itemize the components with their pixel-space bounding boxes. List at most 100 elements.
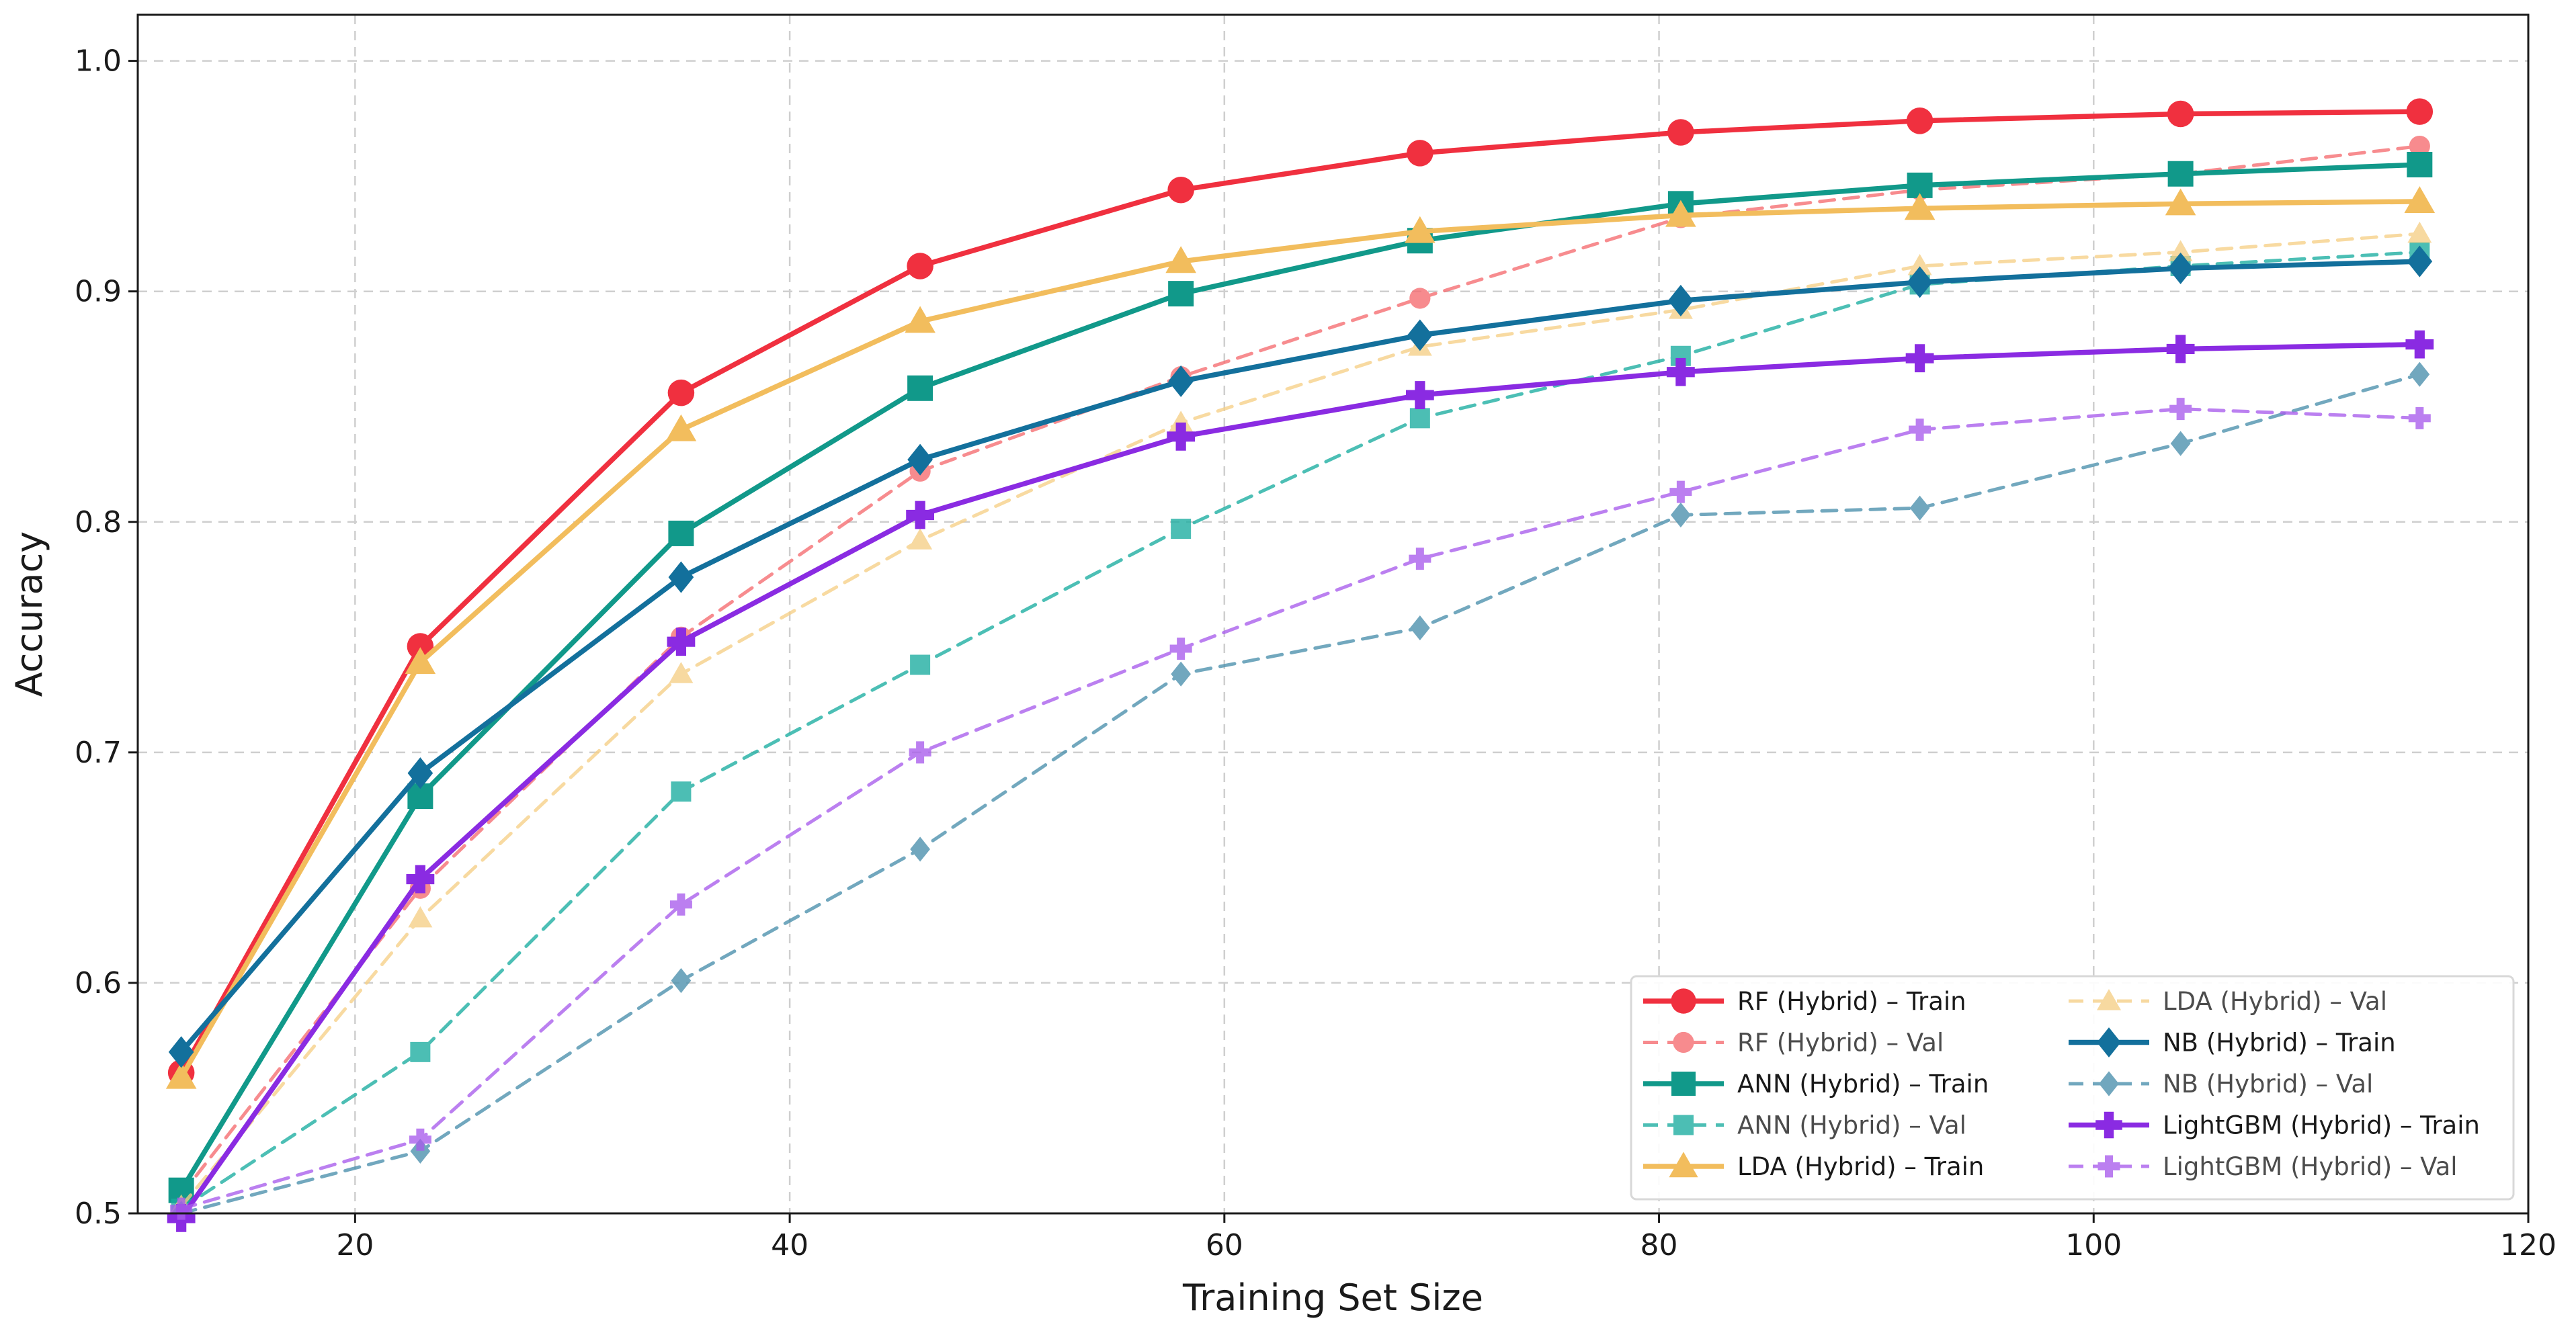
data-point [671, 781, 692, 802]
legend-marker [1673, 1115, 1694, 1135]
legend-marker [1671, 1072, 1696, 1096]
legend-entry: LightGBM (Hybrid) – Train [2069, 1111, 2480, 1140]
data-point [1168, 281, 1194, 307]
legend-label: NB (Hybrid) – Train [2163, 1029, 2396, 1058]
data-point [2408, 406, 2431, 429]
data-point [2165, 188, 2196, 216]
legend-marker [2095, 1111, 2122, 1139]
data-point [406, 865, 435, 894]
data-point [1171, 519, 1192, 540]
data-point [2407, 221, 2432, 243]
legend-marker [1671, 988, 1696, 1014]
x-tick-label: 40 [771, 1228, 808, 1262]
y-tick-label: 0.9 [75, 275, 122, 309]
data-point [908, 528, 933, 550]
legend-entry: NB (Hybrid) – Train [2069, 1027, 2396, 1058]
y-tick-label: 0.6 [75, 966, 122, 1000]
data-point [1906, 107, 1934, 134]
data-point [907, 375, 933, 401]
data-point [1169, 637, 1192, 660]
x-tick-label: 20 [336, 1228, 374, 1262]
data-point [2405, 330, 2434, 359]
data-point [1165, 246, 1196, 273]
data-point [2168, 240, 2193, 261]
data-point [1405, 216, 1436, 243]
legend-marker [2097, 989, 2121, 1010]
data-point [1171, 661, 1192, 687]
data-point [2409, 135, 2430, 157]
data-point [1907, 253, 1932, 275]
x-axis-title: Training Set Size [1182, 1277, 1483, 1319]
data-point [2169, 398, 2192, 421]
series-line [178, 341, 2423, 1221]
data-point [408, 906, 433, 928]
data-point [1409, 288, 1431, 309]
data-point [1409, 615, 1430, 641]
data-point [410, 1138, 431, 1164]
y-tick-label: 0.7 [75, 736, 122, 770]
x-tick-label: 100 [2065, 1228, 2122, 1262]
legend-marker [2099, 1071, 2119, 1096]
series-line [179, 407, 2421, 1211]
legend-label: ANN (Hybrid) – Train [1737, 1070, 1989, 1098]
y-tick-label: 0.5 [75, 1197, 122, 1231]
plot-frame [136, 13, 2530, 1215]
data-point [668, 520, 694, 546]
series-line [178, 109, 2423, 1076]
series-9 [170, 398, 2431, 1220]
data-point [667, 628, 696, 656]
data-point [2406, 98, 2434, 125]
legend-marker [2097, 1155, 2120, 1178]
series-2 [168, 152, 2433, 1203]
data-point [1905, 344, 1934, 373]
legend-entry: LDA (Hybrid) – Val [2069, 987, 2387, 1016]
data-point [2167, 100, 2194, 128]
data-point [1667, 119, 1694, 146]
legend-entry: RF (Hybrid) – Train [1643, 987, 1966, 1016]
x-tick-label: 80 [1640, 1228, 1678, 1262]
data-point [2167, 161, 2194, 187]
legend-label: NB (Hybrid) – Val [2163, 1070, 2373, 1098]
series-line [179, 372, 2421, 1215]
legend: RF (Hybrid) – Train RF (Hybrid) – Val ANN … [1630, 975, 2515, 1201]
data-point [1666, 357, 1695, 386]
data-point [907, 443, 933, 476]
data-point [2170, 431, 2191, 456]
data-point [2166, 335, 2195, 363]
legend-label: ANN (Hybrid) – Val [1737, 1111, 1966, 1140]
data-point [665, 414, 697, 441]
legend-entry: ANN (Hybrid) – Val [1643, 1111, 1966, 1140]
data-point [667, 379, 695, 406]
legend-label: RF (Hybrid) – Val [1737, 1029, 1944, 1058]
data-point [1669, 480, 1692, 503]
data-point [1668, 284, 1694, 316]
axis-ticks: 20 40 60 80 100 120 0.5 0.6 0.7 0.8 0.9 1.0 [75, 44, 2557, 1262]
data-point [407, 757, 433, 789]
data-point [1407, 140, 1434, 167]
data-point [905, 306, 936, 333]
data-point [2407, 152, 2433, 177]
series-line [178, 199, 2423, 1080]
data-point [410, 1041, 431, 1062]
x-tick-label: 120 [2500, 1228, 2557, 1262]
legend-entry: LightGBM (Hybrid) – Val [2069, 1152, 2458, 1181]
legend-label: LDA (Hybrid) – Train [1737, 1152, 1984, 1181]
data-point [910, 836, 930, 862]
series-line [179, 232, 2421, 1209]
y-tick-label: 1.0 [75, 44, 122, 79]
data-point [2409, 361, 2430, 387]
data-point [668, 561, 694, 593]
data-point [669, 893, 692, 916]
data-point [671, 967, 692, 994]
data-point [165, 1062, 197, 1089]
y-axis-title: Accuracy [8, 531, 50, 697]
data-point [1904, 193, 1936, 220]
data-point [909, 741, 931, 764]
data-point [405, 647, 436, 675]
series-7 [171, 361, 2430, 1226]
data-point [1169, 411, 1194, 432]
data-point [1909, 495, 1930, 521]
legend-entry: RF (Hybrid) – Val [1643, 1029, 1944, 1058]
